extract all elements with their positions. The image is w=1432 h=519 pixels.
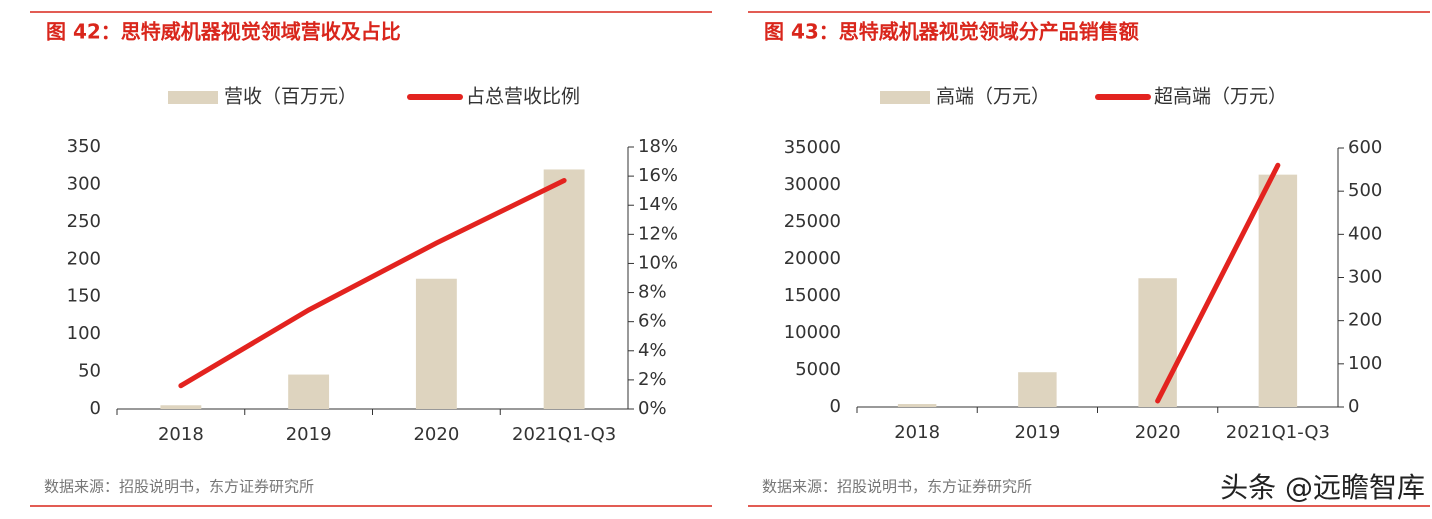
bar [1018,372,1057,407]
y2-tick-label: 600 [1348,137,1382,158]
y2-tick-label: 10% [638,252,678,273]
y-tick-label: 10000 [784,322,841,343]
x-tick-label: 2021Q1-Q3 [1226,422,1330,443]
y2-tick-label: 0% [638,398,667,419]
x-tick-label: 2019 [1014,422,1060,443]
chart-title: 图 42：思特威机器视觉领域营收及占比 [46,20,401,44]
y-tick-label: 300 [67,173,101,194]
y-tick-label: 25000 [784,211,841,232]
legend-label: 占总营收比例 [466,86,580,108]
legend-label: 超高端（万元） [1154,86,1287,108]
x-tick-label: 2018 [894,422,940,443]
watermark: 头条 @远瞻智库 [1220,471,1425,504]
bar [1258,174,1298,407]
bar [415,278,457,409]
y2-tick-label: 400 [1348,223,1382,244]
line [178,177,567,389]
source: 数据来源：招股说明书，东方证券研究所 [762,478,1032,496]
y-tick-label: 0 [830,396,841,417]
legend-swatch [168,91,218,104]
source: 数据来源：招股说明书，东方证券研究所 [44,478,314,496]
y-tick-label: 150 [67,286,101,307]
bar [288,374,330,409]
x-tick-label: 2020 [1135,422,1181,443]
x-tick-label: 2020 [413,424,459,445]
y2-tick-label: 200 [1348,310,1382,331]
y2-tick-label: 2% [638,369,667,390]
y2-tick-label: 14% [638,194,678,215]
chart-title: 图 43：思特威机器视觉领域分产品销售额 [764,20,1139,44]
legend-label: 营收（百万元） [224,86,357,108]
y-tick-label: 30000 [784,174,841,195]
y2-tick-label: 8% [638,282,667,303]
x-tick-label: 2021Q1-Q3 [512,424,616,445]
x-tick-label: 2018 [158,424,204,445]
y-tick-label: 200 [67,248,101,269]
y2-tick-label: 18% [638,136,678,157]
y-tick-label: 50 [78,361,101,382]
y2-tick-label: 6% [638,311,667,332]
bar [1138,278,1177,407]
y2-tick-label: 16% [638,165,678,186]
y-tick-label: 35000 [784,137,841,158]
y2-tick-label: 500 [1348,180,1382,201]
y-tick-label: 0 [90,398,101,419]
y-tick-label: 15000 [784,285,841,306]
y-tick-label: 350 [67,136,101,157]
y-tick-label: 5000 [795,359,841,380]
bar [543,169,585,409]
bar [897,404,937,407]
y2-tick-label: 4% [638,340,667,361]
y2-tick-label: 300 [1348,267,1382,288]
y-tick-label: 100 [67,323,101,344]
bar [160,405,202,409]
legend-swatch [880,91,930,104]
y-tick-label: 250 [67,211,101,232]
y2-tick-label: 100 [1348,353,1382,374]
x-tick-label: 2019 [286,424,332,445]
y-tick-label: 20000 [784,248,841,269]
y2-tick-label: 0 [1348,396,1359,417]
line [1155,162,1281,404]
legend-label: 高端（万元） [936,86,1050,108]
y2-tick-label: 12% [638,223,678,244]
